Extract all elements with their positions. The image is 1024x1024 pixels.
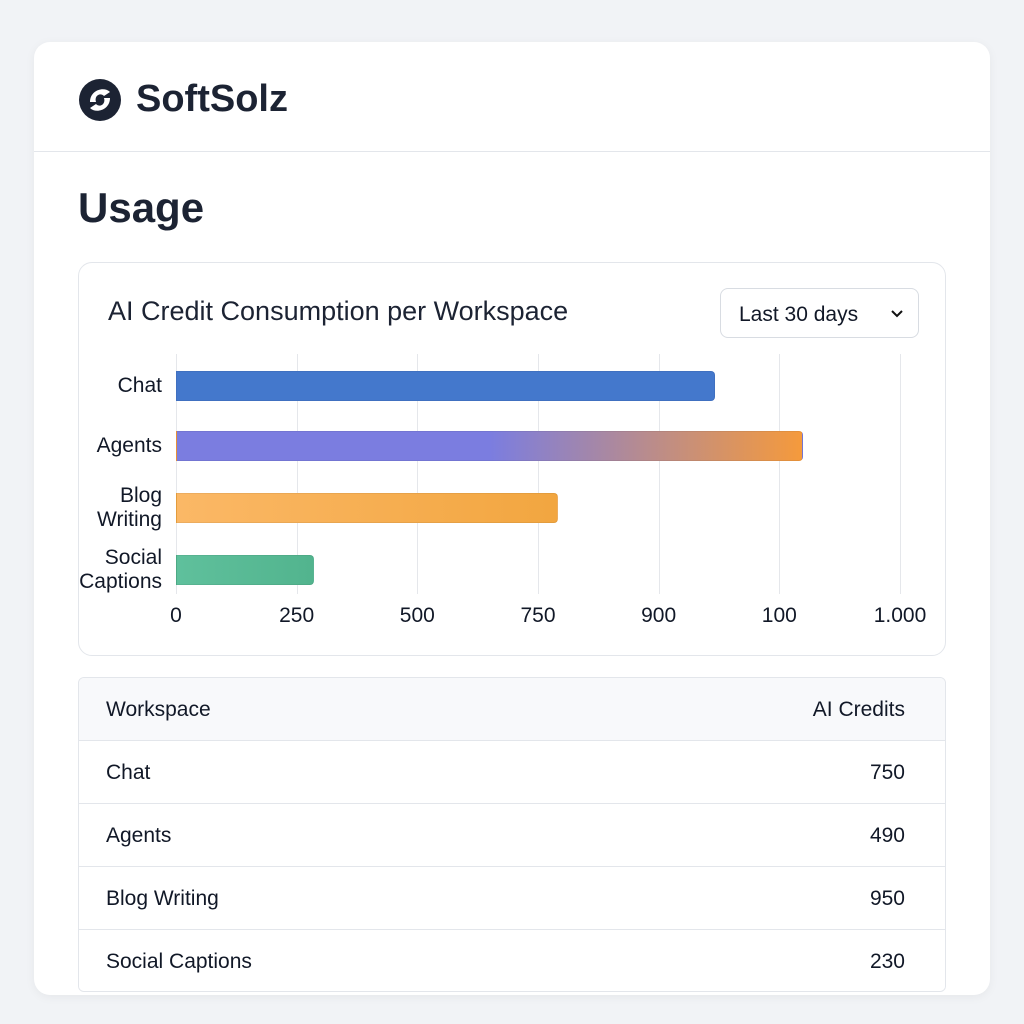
grid-line bbox=[417, 354, 419, 594]
x-tick-label: 750 bbox=[520, 604, 556, 627]
bar bbox=[176, 371, 716, 401]
chevron bbox=[891, 310, 903, 318]
bar bbox=[176, 555, 315, 585]
table-cell: Blog Writing bbox=[106, 887, 219, 910]
table-cell: 950 bbox=[869, 887, 905, 910]
table-cell: 490 bbox=[869, 824, 905, 847]
table-cell: Agents bbox=[106, 824, 172, 847]
table-cell: Workspace bbox=[106, 698, 211, 721]
table-cell: Social Captions bbox=[106, 950, 252, 973]
chart-title: AI Credit Consumption per Workspace bbox=[108, 296, 569, 326]
x-tick-label: 100 bbox=[761, 604, 797, 627]
table-row: Agents 490 bbox=[79, 803, 945, 865]
table-cell: 750 bbox=[869, 761, 905, 784]
y-tick-label: Chat bbox=[117, 374, 162, 397]
divider bbox=[34, 151, 990, 152]
date-filter[interactable]: Last 30 days bbox=[720, 288, 919, 338]
x-tick-label: 0 bbox=[170, 604, 182, 627]
table-row: Blog Writing 950 bbox=[79, 866, 945, 928]
page-title: Usage bbox=[78, 184, 205, 231]
grid-line bbox=[658, 354, 660, 594]
table-cell: 230 bbox=[869, 950, 905, 973]
table-row: Social Captions 230 bbox=[79, 929, 945, 991]
table-header: Workspace AI Credits bbox=[79, 678, 945, 740]
table-cell: Chat bbox=[106, 761, 151, 784]
brand: SoftSolz bbox=[136, 78, 288, 120]
table-cell: AI Credits bbox=[812, 698, 905, 721]
grid-line bbox=[538, 354, 539, 594]
x-tick-label: 500 bbox=[399, 604, 435, 627]
grid-line bbox=[296, 354, 298, 594]
x-tick-label: 250 bbox=[279, 604, 315, 627]
grid-line bbox=[176, 354, 177, 594]
y-tick-label: Blog Writing bbox=[97, 484, 162, 531]
y-tick-label: Social Captions bbox=[79, 546, 162, 593]
table: Workspace AI Credits Chat 750 Agents 490 Blog … bbox=[78, 677, 946, 992]
table-row: Chat 750 bbox=[79, 740, 945, 802]
grid-line bbox=[900, 354, 901, 594]
logo bbox=[79, 79, 121, 121]
bar bbox=[176, 431, 803, 461]
grid-line bbox=[779, 354, 781, 594]
filter-label: Last 30 days bbox=[739, 303, 859, 326]
bar bbox=[176, 493, 558, 523]
y-tick-label: Agents bbox=[96, 434, 162, 457]
chart-card bbox=[78, 262, 946, 656]
x-tick-label: 1.000 bbox=[873, 604, 927, 627]
x-tick-label: 900 bbox=[641, 604, 677, 627]
